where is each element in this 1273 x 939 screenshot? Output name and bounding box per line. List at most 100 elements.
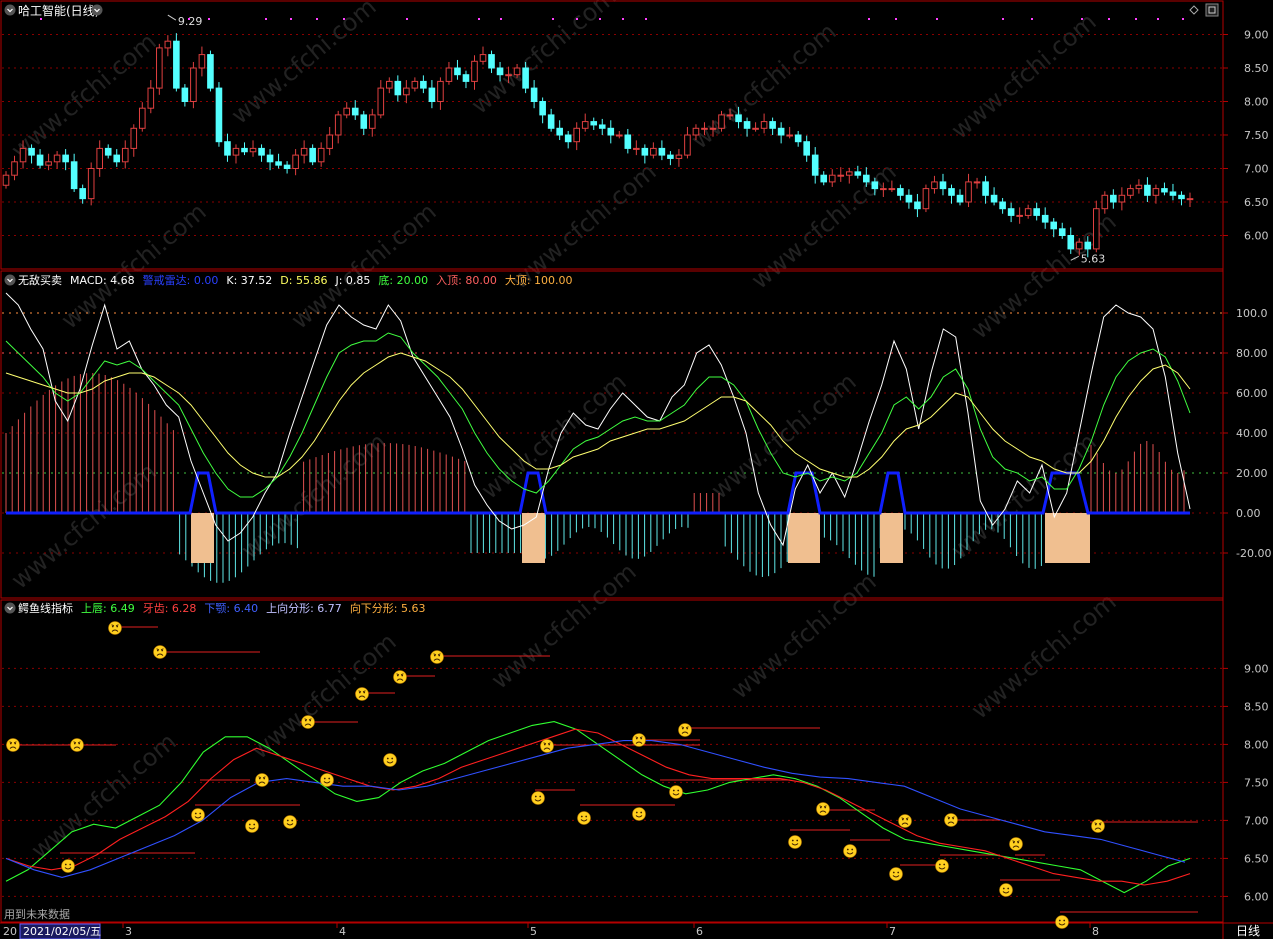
candle-body bbox=[488, 54, 495, 69]
signal-dot bbox=[290, 18, 292, 20]
candle-body bbox=[1186, 198, 1194, 201]
candle-body bbox=[420, 80, 427, 89]
price-tick-label: 6.50 bbox=[1244, 196, 1269, 209]
alert-box bbox=[788, 513, 820, 563]
smile-face-icon bbox=[999, 883, 1013, 897]
indicator-tick-label: 100.0 bbox=[1236, 307, 1268, 320]
candle-body bbox=[394, 80, 402, 96]
panel-toggle-button[interactable] bbox=[1205, 3, 1219, 17]
frown-face-icon bbox=[678, 723, 692, 737]
smile-face-icon bbox=[191, 808, 205, 822]
alligator-line bbox=[5, 728, 1191, 886]
price-tick-label: 7.00 bbox=[1244, 163, 1269, 176]
candle-body bbox=[1016, 214, 1023, 217]
candle-body bbox=[45, 161, 52, 166]
candle-body bbox=[173, 40, 180, 89]
indicator-legend-item: 入顶: 80.00 bbox=[436, 274, 497, 287]
candle-body bbox=[598, 124, 606, 129]
smile-face-icon bbox=[889, 867, 903, 881]
candle-body bbox=[1169, 191, 1177, 196]
candle-body bbox=[70, 161, 78, 190]
candle-body bbox=[317, 147, 325, 163]
signal-dot bbox=[208, 18, 210, 20]
frown-face-icon bbox=[355, 687, 369, 701]
smile-face-icon bbox=[1055, 915, 1069, 929]
candle-body bbox=[326, 134, 333, 149]
k-line bbox=[5, 292, 1191, 547]
smile-face-icon bbox=[61, 859, 75, 873]
smile-face-icon bbox=[632, 807, 646, 821]
candle-body bbox=[156, 47, 163, 89]
candle-body bbox=[1093, 208, 1100, 250]
signal-dot bbox=[1135, 18, 1137, 20]
signal-dot bbox=[478, 18, 480, 20]
candle-body bbox=[786, 134, 793, 137]
candle-body bbox=[760, 121, 768, 129]
candle-body bbox=[1135, 184, 1143, 190]
candle-body bbox=[615, 134, 623, 137]
month-label: 8 bbox=[1092, 925, 1099, 938]
candle-body bbox=[1152, 188, 1160, 196]
frown-face-icon bbox=[540, 739, 554, 753]
candle-body bbox=[377, 87, 385, 116]
candle-body bbox=[769, 121, 776, 129]
collapse-icon[interactable] bbox=[4, 4, 16, 16]
candle-body bbox=[292, 154, 299, 170]
candle-body bbox=[471, 60, 478, 82]
dropdown-icon[interactable] bbox=[91, 4, 103, 16]
candle-body bbox=[2, 174, 10, 186]
diamond-icon[interactable] bbox=[1189, 5, 1199, 15]
frown-face-icon bbox=[301, 715, 315, 729]
cursor-date-box bbox=[19, 923, 101, 939]
alligator-axis: 9.00 8.50 8.00 7.50 7.00 6.50 6.00 bbox=[1223, 662, 1269, 903]
alligator-tick-label: 8.00 bbox=[1244, 738, 1269, 751]
alert-box bbox=[191, 513, 214, 563]
candlestick-series: 9.29 5.63 bbox=[2, 14, 1194, 265]
candle-body bbox=[845, 171, 853, 176]
indicator-legend-item: D: 55.86 bbox=[280, 274, 327, 287]
candle-body bbox=[249, 147, 257, 153]
alligator-tick-label: 9.00 bbox=[1244, 662, 1269, 675]
candle-body bbox=[479, 54, 487, 62]
candle-body bbox=[190, 67, 197, 102]
time-axis: 20 2021/02/05/五 3 4 5 6 7 8 日线 bbox=[3, 923, 1260, 939]
smile-face-icon bbox=[935, 859, 949, 873]
candle-body bbox=[931, 181, 938, 190]
candle-body bbox=[283, 164, 291, 169]
candle-body bbox=[794, 134, 802, 143]
frown-face-icon bbox=[393, 670, 407, 684]
candle-body bbox=[922, 188, 930, 210]
alligator-legend-item: 上唇: 6.49 bbox=[81, 602, 135, 615]
signal-dot bbox=[645, 18, 647, 20]
alligator-legend-item: 上向分形: 6.77 bbox=[266, 601, 342, 615]
candle-body bbox=[428, 87, 436, 102]
alligator-collapse-icon[interactable] bbox=[4, 602, 16, 614]
candle-body bbox=[948, 188, 955, 196]
alert-box bbox=[522, 513, 545, 563]
frown-face-icon bbox=[816, 802, 830, 816]
candle-body bbox=[19, 147, 27, 163]
indicator-tick-label: 20.00 bbox=[1236, 467, 1268, 480]
candle-body bbox=[701, 127, 708, 130]
year-fragment: 20 bbox=[3, 925, 17, 938]
candle-body bbox=[215, 87, 223, 143]
candle-body bbox=[1033, 208, 1040, 216]
period-label[interactable]: 日线 bbox=[1236, 924, 1260, 938]
candle-body bbox=[266, 154, 274, 163]
candle-body bbox=[581, 121, 589, 129]
alert-box bbox=[880, 513, 903, 563]
candle-body bbox=[11, 161, 18, 176]
candle-body bbox=[990, 194, 998, 203]
candle-body bbox=[334, 114, 342, 136]
candle-body bbox=[973, 181, 981, 184]
indicator-collapse-icon[interactable] bbox=[4, 274, 16, 286]
low-marker bbox=[1070, 255, 1079, 261]
month-label: 7 bbox=[889, 925, 896, 938]
candle-body bbox=[53, 154, 61, 163]
indicator-legend-item: K: 37.52 bbox=[226, 274, 272, 287]
alligator-tick-label: 6.00 bbox=[1244, 890, 1269, 903]
alligator-panel-header: 鳄鱼线指标 上唇: 6.49 牙齿: 6.28 下颚: 6.40 上向分形: 6.77 向… bbox=[4, 601, 426, 921]
candle-body bbox=[667, 154, 674, 159]
